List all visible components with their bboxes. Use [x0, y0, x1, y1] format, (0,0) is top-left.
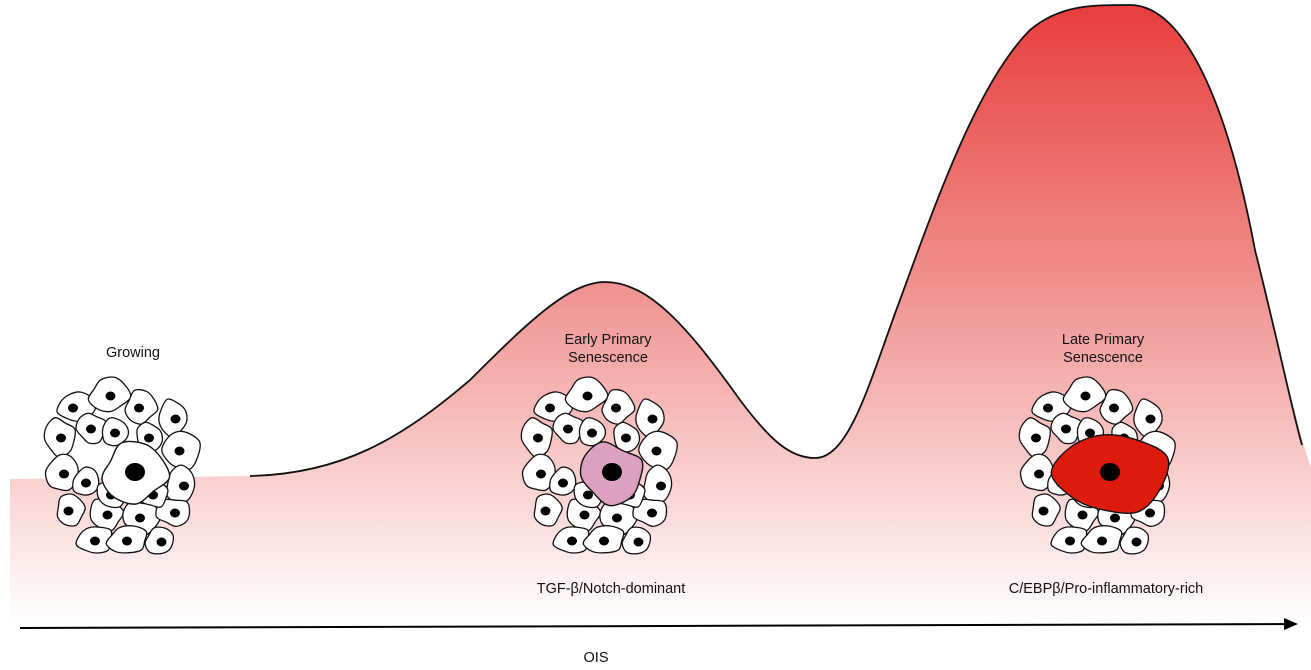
cell-nucleus	[656, 481, 666, 491]
ois-axis-arrow	[19, 618, 1298, 631]
cell-nucleus	[545, 403, 555, 413]
cell-nucleus	[582, 391, 593, 401]
cell-nucleus	[102, 510, 113, 520]
cell-nucleus	[599, 536, 609, 546]
cell-nucleus	[1043, 403, 1053, 413]
cell-nucleus	[122, 536, 132, 546]
cell-nucleus	[1038, 506, 1049, 516]
ois-axis-label: OIS	[583, 650, 609, 666]
center-cell-nucleus	[125, 463, 145, 481]
growing-cell-cluster	[43, 376, 201, 555]
stage-label-growing: Growing	[106, 344, 160, 362]
stage-label-growing-line-1: Growing	[106, 345, 160, 361]
cell-nucleus	[1145, 508, 1155, 518]
early-senescence-cell-cluster	[520, 376, 678, 555]
cell-nucleus	[144, 433, 154, 443]
cell-nucleus	[170, 414, 181, 424]
cell-nucleus	[170, 508, 180, 518]
stage-label-early-line-1: Early Primary	[564, 332, 652, 348]
cell-nucleus	[1110, 513, 1120, 523]
cell-nucleus	[579, 510, 590, 520]
cell-nucleus	[156, 537, 167, 547]
cell-nucleus	[135, 513, 145, 523]
cell-nucleus	[1085, 428, 1095, 438]
cell-nucleus	[647, 414, 658, 424]
senescence-curve-area	[10, 5, 1311, 630]
cell-nucleus	[1061, 424, 1071, 434]
cell-nucleus	[621, 433, 631, 443]
cell-nucleus	[587, 428, 597, 438]
cell-nucleus	[583, 490, 593, 500]
stage-label-early-primary-senescence: Early Primary Senescence	[564, 331, 651, 367]
cell-nucleus	[1077, 510, 1088, 520]
cell-nucleus	[56, 433, 66, 443]
center-cell-nucleus	[602, 463, 622, 481]
cell-nucleus	[90, 536, 100, 546]
cell-nucleus	[174, 446, 185, 456]
cell-nucleus	[59, 469, 69, 479]
late-secretory-profile-label: C/EBPβ/Pro-inflammatory-rich	[1008, 581, 1204, 597]
stage-label-late-line-1: Late Primary	[1061, 332, 1145, 348]
cell-nucleus	[558, 478, 568, 488]
cell-nucleus	[1109, 403, 1119, 413]
cell-nucleus	[563, 424, 573, 434]
early-secretory-profile-label: TGF-β/Notch-dominant	[536, 581, 686, 597]
cell-nucleus	[81, 478, 91, 488]
cell-nucleus	[567, 536, 577, 546]
cell-nucleus	[179, 481, 189, 491]
senescence-curve-line	[249, 4, 1303, 477]
stage-label-late-primary-senescence: Late Primary Senescence	[1062, 331, 1144, 367]
late-senescence-cell-cluster	[1018, 376, 1176, 555]
cell-nucleus	[533, 433, 543, 443]
cell-nucleus	[1031, 433, 1041, 443]
cell-nucleus	[134, 403, 144, 413]
cell-nucleus	[540, 506, 551, 516]
cell-nucleus	[611, 403, 621, 413]
cell-nucleus	[1145, 414, 1156, 424]
cell-nucleus	[651, 446, 662, 456]
cell-nucleus	[633, 537, 644, 547]
cell-nucleus	[63, 506, 74, 516]
cell-nucleus	[68, 403, 78, 413]
stage-label-early-line-2: Senescence	[568, 350, 648, 366]
cell-nucleus	[1131, 537, 1142, 547]
center-cell-nucleus	[1100, 463, 1120, 481]
cell-nucleus	[1080, 391, 1091, 401]
cell-nucleus	[612, 513, 622, 523]
cell-nucleus	[86, 424, 96, 434]
cell-nucleus	[110, 428, 120, 438]
cell-nucleus	[105, 391, 116, 401]
stage-label-late-line-2: Senescence	[1063, 350, 1143, 366]
cell-nucleus	[1065, 536, 1075, 546]
cell-nucleus	[1034, 469, 1044, 479]
cell-nucleus	[536, 469, 546, 479]
cell-nucleus	[1097, 536, 1107, 546]
cell-nucleus	[647, 508, 657, 518]
